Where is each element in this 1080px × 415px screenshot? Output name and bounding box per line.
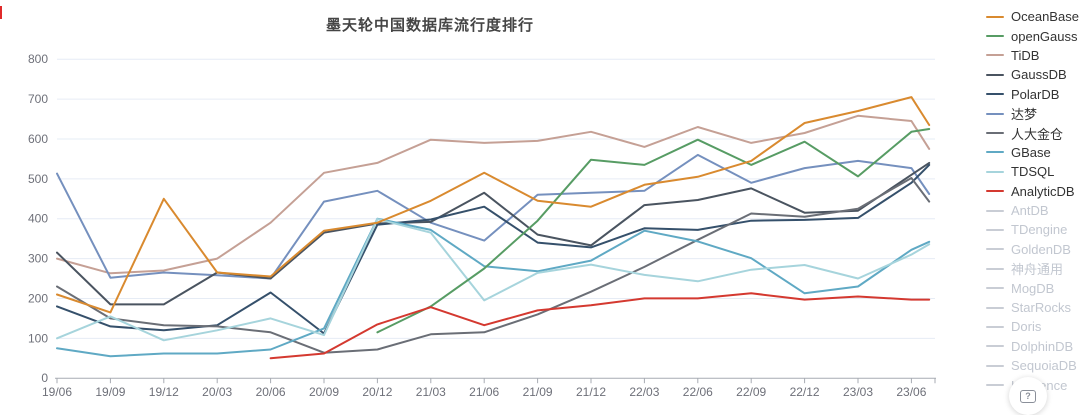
series-line-opengauss [376,128,931,334]
y-axis-tick-label: 100 [28,331,48,345]
legend-label: GoldenDB [1011,241,1071,257]
series-line-gbase [56,217,931,358]
x-axis-tick-label: 22/09 [736,385,766,399]
legend-label: 神舟通用 [1011,262,1064,278]
y-axis-tick-label: 700 [28,92,48,106]
legend-line-swatch [986,132,1004,135]
series-line-dameng [56,153,931,280]
x-axis-tick-label: 22/06 [683,385,713,399]
chart-legend: OceanBase openGauss TiDB GaussDB PolarDB 达梦人大… [986,7,1080,395]
legend-item-starrocks[interactable]: StarRocks [986,298,1080,317]
legend-item-oceanbase[interactable]: OceanBase [986,7,1080,26]
legend-line-swatch [986,345,1004,348]
legend-label: Doris [1011,319,1042,335]
x-axis-tick-label: 20/03 [202,385,232,399]
legend-line-swatch [986,15,1004,18]
x-axis-tick-label: 21/06 [469,385,499,399]
legend-item-analyticdb[interactable]: AnalyticDB [986,182,1080,201]
legend-item-mogdb[interactable]: MogDB [986,278,1080,297]
x-axis-tick-label: 23/03 [843,385,873,399]
x-axis-tick-label: 19/09 [95,385,125,399]
page-title: 墨天轮中国数据库流行度排行 [325,17,534,34]
legend-label: openGauss [1011,28,1078,44]
series-line-gaussdb [56,161,931,306]
legend-line-swatch [986,54,1004,57]
legend-item-shenzhou-tongyong[interactable]: 神舟通用 [986,259,1080,278]
x-axis-tick-label: 20/12 [362,385,392,399]
legend-label: 人大金仓 [1011,126,1064,142]
legend-line-swatch [986,364,1004,367]
legend-line-swatch [986,93,1004,96]
series-line-oceanbase [56,96,931,314]
x-axis-tick-label: 23/06 [896,385,926,399]
legend-label: PolarDB [1011,86,1060,102]
legend-label: OceanBase [1011,9,1079,25]
series-line-renda-jincang [56,177,931,354]
y-axis-tick-label: 600 [28,132,48,146]
y-axis-tick-label: 400 [28,212,48,226]
legend-item-tidb[interactable]: TiDB [986,46,1080,65]
legend-line-swatch [986,248,1004,251]
x-axis-tick-label: 21/03 [416,385,446,399]
x-axis-tick-label: 21/12 [576,385,606,399]
x-axis-tick-label: 22/03 [629,385,659,399]
legend-item-opengauss[interactable]: openGauss [986,26,1080,45]
legend-item-tdsql[interactable]: TDSQL [986,162,1080,181]
legend-item-sequoiadb[interactable]: SequoiaDB [986,356,1080,375]
legend-line-swatch [986,384,1004,387]
x-axis-tick-label: 20/06 [256,385,286,399]
legend-line-swatch [986,73,1004,76]
legend-label: MogDB [1011,280,1055,296]
y-axis-tick-label: 800 [28,52,48,66]
legend-label: GBase [1011,144,1051,160]
legend-line-swatch [986,325,1004,328]
series-line-tdsql [56,218,931,342]
y-axis-tick-label: 0 [41,371,48,385]
x-axis-tick-label: 21/09 [523,385,553,399]
legend-label: 达梦 [1011,107,1038,123]
legend-item-goldendb[interactable]: GoldenDB [986,240,1080,259]
legend-item-doris[interactable]: Doris [986,317,1080,336]
keyboard-help-icon: ? [1020,389,1036,403]
legend-line-swatch [986,170,1004,173]
legend-item-tdengine[interactable]: TDengine [986,220,1080,239]
series-line-analyticdb [269,292,931,360]
legend-line-swatch [986,209,1004,212]
legend-label: TiDB [1011,47,1040,63]
legend-line-swatch [986,228,1004,231]
x-axis-tick-label: 19/06 [42,385,72,399]
legend-line-swatch [986,112,1004,115]
help-button[interactable]: ? [1009,377,1047,415]
legend-label: AnalyticDB [1011,183,1075,199]
legend-label: SequoiaDB [1011,358,1077,374]
legend-item-polardb[interactable]: PolarDB [986,85,1080,104]
y-axis-tick-label: 200 [28,291,48,305]
legend-label: GaussDB [1011,67,1067,83]
legend-line-swatch [986,267,1004,270]
x-axis-tick-label: 19/12 [149,385,179,399]
legend-line-swatch [986,151,1004,154]
legend-label: TDSQL [1011,164,1055,180]
legend-label: AntDB [1011,203,1049,219]
legend-label: StarRocks [1011,300,1071,316]
y-axis-tick-label: 500 [28,172,48,186]
screen-edge-artifact [0,6,2,19]
legend-line-swatch [986,35,1004,38]
legend-item-gbase[interactable]: GBase [986,143,1080,162]
legend-label: TDengine [1011,222,1068,238]
x-axis-tick-label: 20/09 [309,385,339,399]
legend-label: DolphinDB [1011,338,1074,354]
y-axis-tick-label: 300 [28,252,48,266]
legend-line-swatch [986,190,1004,193]
line-chart-canvas[interactable]: 0 100 200 300 400 500 600 700 800 19/06 19/09 19/12… [0,0,960,414]
legend-line-swatch [986,287,1004,290]
series-line-polardb [56,163,931,335]
legend-item-gaussdb[interactable]: GaussDB [986,65,1080,84]
legend-line-swatch [986,306,1004,309]
legend-item-dolphindb[interactable]: DolphinDB [986,337,1080,356]
legend-item-renda-jincang[interactable]: 人大金仓 [986,123,1080,142]
x-axis-tick-label: 22/12 [790,385,820,399]
legend-item-dameng[interactable]: 达梦 [986,104,1080,123]
legend-item-antdb[interactable]: AntDB [986,201,1080,220]
